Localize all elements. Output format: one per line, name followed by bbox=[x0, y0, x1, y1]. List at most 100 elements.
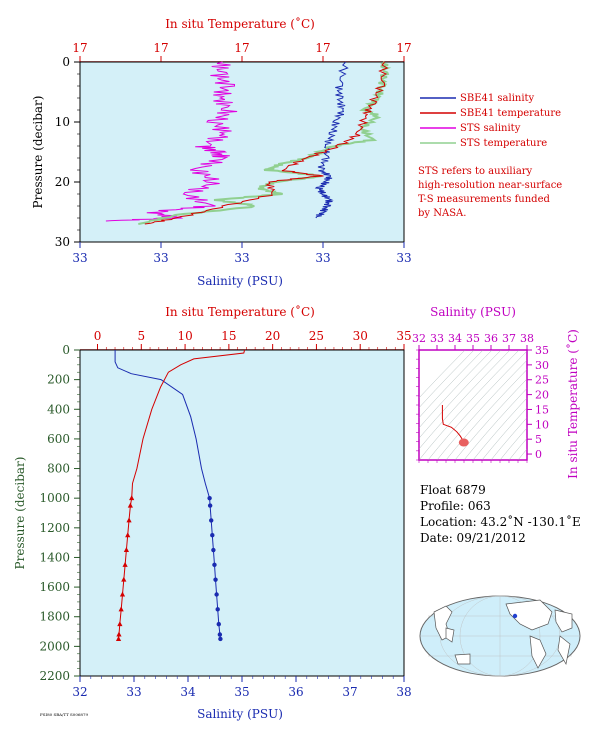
ts-plot-area bbox=[418, 349, 528, 461]
ts-temperature-tick-label: 20 bbox=[535, 389, 549, 402]
top-series-sbe41-temperature bbox=[144, 61, 389, 225]
ts-temperature-axis-title: In situ Temperature (˚C) bbox=[565, 329, 580, 479]
top-pressure-tick-label: 0 bbox=[62, 55, 70, 69]
ts-density-contours bbox=[419, 350, 527, 460]
temperature-point bbox=[121, 576, 127, 582]
temperature-point bbox=[125, 532, 131, 538]
top-series-sbe41-salinity bbox=[314, 61, 349, 219]
temperature-point bbox=[122, 561, 128, 567]
ts-density-contour bbox=[463, 388, 527, 460]
ts-salinity-tick-label: 35 bbox=[466, 332, 480, 345]
bottom-chart-temperature-ticks: 0 5 10 15 20 25 30 35 bbox=[80, 329, 412, 351]
bottom-temperature-tick-label: 25 bbox=[309, 329, 324, 343]
top-salinity-tick-label: 33 bbox=[396, 251, 411, 265]
bottom-chart-series bbox=[114, 349, 246, 642]
top-pressure-tick-label: 20 bbox=[55, 175, 70, 189]
sts-note-line-2: high-resolution near-surface bbox=[418, 180, 562, 191]
top-chart-pressure-ticks: 0 10 20 30 bbox=[55, 55, 80, 249]
ts-density-contour bbox=[419, 350, 484, 418]
top-series-sts-temperature bbox=[138, 61, 392, 225]
salinity-point bbox=[209, 518, 214, 523]
bottom-salinity-tick-label: 36 bbox=[288, 685, 303, 699]
ts-salinity-axis-title: Salinity (PSU) bbox=[430, 305, 516, 319]
bottom-pressure-tick-label: 200 bbox=[47, 373, 70, 387]
bottom-pressure-tick-label: 2200 bbox=[39, 669, 70, 683]
ts-salinity-tick-label: 33 bbox=[430, 332, 444, 345]
salinity-profile-line bbox=[114, 350, 221, 640]
ts-salinity-tick-label: 37 bbox=[502, 332, 516, 345]
top-temperature-tick-label: 17 bbox=[396, 41, 411, 55]
bottom-temperature-tick-label: 10 bbox=[177, 329, 192, 343]
temperature-point bbox=[119, 591, 126, 597]
ts-density-contour bbox=[508, 437, 527, 460]
bottom-chart-salinity-ticks: 32 33 34 35 36 37 38 bbox=[72, 676, 412, 699]
temperature-point bbox=[115, 635, 122, 641]
near-surface-chart: In situ Temperature (˚C) 17 17 17 17 17 0 10 2… bbox=[31, 16, 562, 288]
ts-deep-cluster bbox=[458, 438, 469, 447]
float-location: Location: 43.2˚N -130.1˚E bbox=[420, 514, 581, 529]
bottom-pressure-tick-label: 0 bbox=[62, 343, 70, 357]
ts-density-contour bbox=[419, 350, 511, 450]
bottom-salinity-tick-label: 37 bbox=[342, 685, 357, 699]
bottom-temperature-tick-label: 0 bbox=[94, 329, 102, 343]
salinity-point bbox=[215, 607, 220, 612]
salinity-point bbox=[214, 592, 219, 597]
ts-salinity-tick-label: 38 bbox=[520, 332, 534, 345]
top-chart-salinity-ticks: 33 33 33 33 33 bbox=[72, 242, 412, 265]
temperature-point bbox=[116, 631, 122, 637]
bottom-pressure-tick-label: 600 bbox=[47, 432, 70, 446]
top-chart-salinity-axis-title: Salinity (PSU) bbox=[197, 274, 283, 288]
bottom-salinity-tick-label: 34 bbox=[180, 685, 196, 699]
salinity-point bbox=[207, 503, 213, 508]
bottom-pressure-tick-label: 1600 bbox=[39, 580, 70, 594]
ts-temperature-tick-label: 15 bbox=[535, 403, 549, 416]
bottom-chart-pressure-ticks: 0 200 400 600 800 1000 1200 1400 1600 1800 2000 220… bbox=[39, 343, 80, 683]
top-temperature-tick-label: 17 bbox=[72, 41, 87, 55]
ts-temperature-tick-label: 30 bbox=[535, 359, 549, 372]
sts-note: STS refers to auxiliary high-resolution … bbox=[418, 166, 562, 219]
bottom-temperature-tick-label: 20 bbox=[265, 329, 280, 343]
salinity-point bbox=[212, 562, 217, 568]
temperature-point bbox=[123, 547, 130, 553]
full-profile-chart: In situ Temperature (˚C) 0 5 10 15 20 25 30 35 … bbox=[13, 304, 412, 721]
ts-salinity-tick-label: 32 bbox=[412, 332, 426, 345]
top-temperature-tick-label: 17 bbox=[315, 41, 330, 55]
legend-label-sbe41-temperature: SBE41 temperature bbox=[460, 108, 561, 119]
ts-density-contour bbox=[419, 350, 466, 399]
bottom-chart-salinity-axis-title: Salinity (PSU) bbox=[197, 707, 283, 721]
bottom-temperature-tick-label: 5 bbox=[137, 329, 145, 343]
sts-note-line-4: by NASA. bbox=[418, 208, 466, 219]
top-series-sts-salinity bbox=[105, 61, 238, 222]
salinity-point bbox=[207, 495, 212, 501]
top-pressure-tick-label: 10 bbox=[55, 115, 70, 129]
ts-density-contour bbox=[490, 417, 527, 460]
ts-temperature-tick-label: 25 bbox=[535, 374, 549, 387]
ts-density-contour bbox=[419, 350, 493, 429]
map-continents bbox=[433, 599, 573, 669]
ts-density-contour bbox=[499, 427, 527, 460]
top-temperature-tick-label: 17 bbox=[153, 41, 168, 55]
bottom-temperature-tick-label: 30 bbox=[353, 329, 368, 343]
salinity-point bbox=[210, 533, 215, 538]
ts-temperature-tick-label: 0 bbox=[535, 448, 542, 461]
top-temperature-tick-label: 17 bbox=[234, 41, 249, 55]
ts-profile-trace bbox=[441, 405, 469, 447]
bottom-pressure-tick-label: 1000 bbox=[39, 491, 70, 505]
float-info: Float 6879 Profile: 063 Location: 43.2˚N… bbox=[420, 483, 581, 545]
profile-date: Date: 09/21/2012 bbox=[420, 531, 526, 545]
bottom-chart-pressure-axis-title: Pressure (decibar) bbox=[13, 457, 27, 570]
profile-number: Profile: 063 bbox=[420, 499, 491, 513]
temperature-point bbox=[126, 517, 132, 523]
ts-salinity-ticks: 32 33 34 35 36 37 38 bbox=[412, 332, 534, 350]
top-salinity-tick-label: 33 bbox=[234, 251, 249, 265]
top-salinity-tick-label: 33 bbox=[72, 251, 87, 265]
bottom-temperature-tick-label: 35 bbox=[396, 329, 411, 343]
bottom-pressure-tick-label: 1200 bbox=[39, 521, 70, 535]
temperature-point bbox=[129, 495, 135, 501]
ts-density-contour bbox=[419, 350, 475, 409]
bottom-temperature-tick-label: 15 bbox=[221, 329, 236, 343]
ts-density-contour bbox=[419, 350, 502, 439]
ts-density-contour bbox=[445, 369, 527, 460]
